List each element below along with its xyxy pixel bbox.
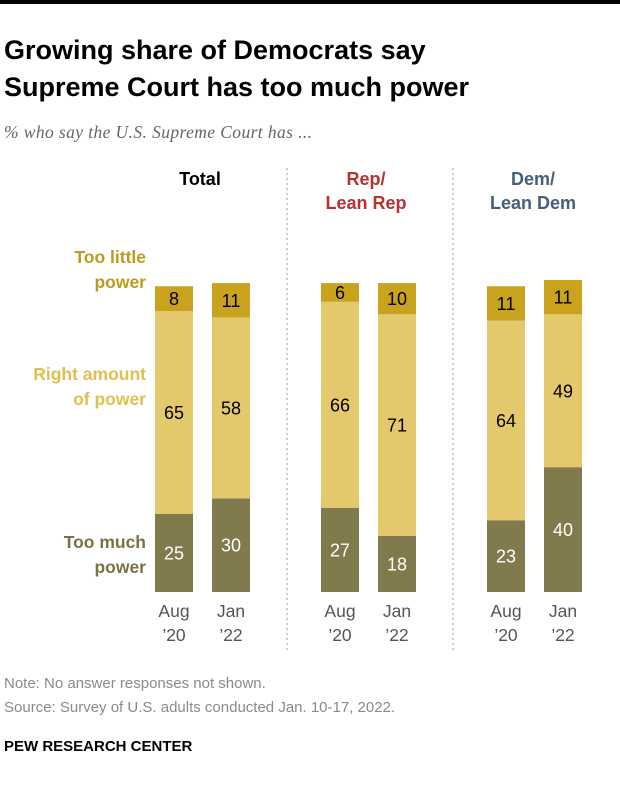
group-title-1-line-1: Total: [179, 169, 221, 189]
bar-value-too-much-g1-b1: 25: [164, 544, 184, 564]
bar-value-right-amount-g3-b1: 64: [496, 411, 516, 431]
chart-title-line-1: Growing share of Democrats say: [4, 35, 426, 65]
x-label-g3-b2-line-1: Jan: [549, 601, 577, 621]
bar-segment-right-amount-g3-b2: [544, 314, 582, 468]
x-label-g1-b2-line-1: Jan: [217, 601, 245, 621]
group-title-2-line-1: Rep/: [346, 169, 385, 189]
x-label-g3-b1-line-2: ’20: [494, 625, 518, 645]
note-text: Note: No answer responses not shown.: [4, 675, 266, 692]
group-title-3-line-2: Lean Dem: [490, 193, 576, 213]
x-label-g2-b1-line-1: Aug: [324, 601, 355, 621]
row-label-right-amount-line-2: of power: [73, 389, 146, 409]
chart-subtitle: % who say the U.S. Supreme Court has ...: [4, 122, 313, 142]
bar-segment-too-much-g1-b1: [155, 514, 193, 592]
bar-segment-right-amount-g1-b1: [155, 311, 193, 514]
bar-segment-too-little-g1-b1: [155, 286, 193, 312]
bar-value-too-little-g1-b2: 11: [222, 291, 241, 311]
group-title-2-line-2: Lean Rep: [325, 193, 406, 213]
chart-title-line-2: Supreme Court has too much power: [4, 72, 470, 102]
top-rule: [0, 0, 620, 4]
bar-segment-right-amount-g2-b2: [378, 314, 416, 536]
bar-segment-too-much-g3-b2: [544, 467, 582, 592]
x-label-g1-b2-line-2: ’22: [219, 625, 242, 645]
brand-logo-text: PEW RESEARCH CENTER: [4, 738, 193, 755]
bar-value-too-much-g3-b1: 23: [496, 547, 516, 567]
chart-title: Growing share of Democrats say Supreme C…: [4, 32, 604, 106]
bar-segment-too-little-g2-b2: [378, 283, 416, 315]
bar-value-right-amount-g1-b2: 58: [221, 398, 241, 418]
bar-value-too-little-g3-b2: 11: [554, 288, 573, 308]
x-label-g3-b2-line-2: ’22: [551, 625, 574, 645]
bar-segment-too-much-g1-b2: [212, 498, 250, 592]
bar-value-too-little-g3-b1: 11: [497, 294, 516, 314]
bar-segment-too-little-g2-b1: [321, 283, 359, 302]
bar-value-right-amount-g3-b2: 49: [553, 381, 573, 401]
row-label-right-amount-line-1: Right amount: [33, 364, 146, 384]
bar-value-too-little-g2-b2: 10: [387, 289, 407, 309]
source-text: Source: Survey of U.S. adults conducted …: [4, 699, 396, 716]
bar-segment-too-little-g3-b1: [487, 286, 525, 321]
bar-segment-too-much-g2-b2: [378, 535, 416, 592]
bar-value-right-amount-g2-b1: 66: [330, 395, 350, 415]
row-label-too-much-line-2: power: [94, 557, 146, 577]
bar-value-too-much-g3-b2: 40: [553, 520, 573, 540]
bar-value-right-amount-g2-b2: 71: [387, 416, 407, 436]
x-label-g3-b1-line-1: Aug: [490, 601, 521, 621]
x-label-g1-b1-line-1: Aug: [158, 601, 189, 621]
bar-value-right-amount-g1-b1: 65: [164, 403, 184, 423]
bar-value-too-little-g1-b1: 8: [169, 289, 179, 309]
chart-notes: Note: No answer responses not shown. Sou…: [4, 672, 395, 720]
bar-segment-too-little-g1-b2: [212, 283, 250, 318]
bar-segment-right-amount-g1-b2: [212, 317, 250, 499]
row-label-too-little-line-2: power: [94, 272, 146, 292]
bar-value-too-much-g2-b1: 27: [330, 540, 350, 560]
bar-segment-too-much-g3-b1: [487, 520, 525, 592]
stacked-bar-chart: Too little power Right amount of power Too m…: [33, 168, 582, 650]
bar-segment-right-amount-g3-b1: [487, 320, 525, 521]
group-title-3-line-1: Dem/: [511, 169, 555, 189]
bar-value-too-little-g2-b1: 6: [335, 283, 345, 303]
x-label-g2-b2-line-2: ’22: [385, 625, 408, 645]
bar-segment-too-much-g2-b1: [321, 507, 359, 592]
bar-segment-too-little-g3-b2: [544, 280, 582, 315]
row-label-too-much-line-1: Too much: [64, 532, 146, 552]
bar-segment-right-amount-g2-b1: [321, 301, 359, 508]
row-label-too-little-line-1: Too little: [74, 247, 146, 267]
x-label-g1-b1-line-2: ’20: [162, 625, 186, 645]
x-label-g2-b1-line-2: ’20: [328, 625, 352, 645]
x-label-g2-b2-line-1: Jan: [383, 601, 411, 621]
bar-value-too-much-g2-b2: 18: [387, 554, 407, 574]
bar-value-too-much-g1-b2: 30: [221, 536, 241, 556]
